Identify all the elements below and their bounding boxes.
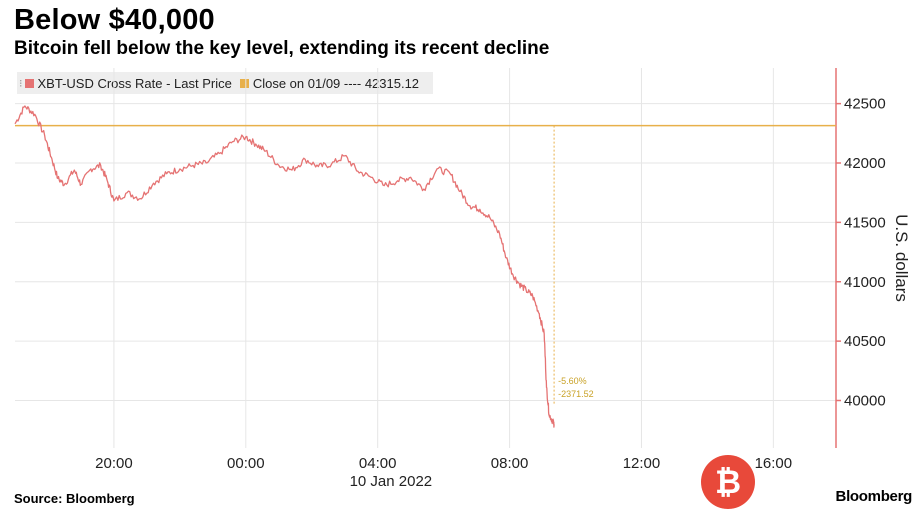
source-note: Source: Bloomberg xyxy=(14,491,135,506)
legend-grip-icon[interactable]: ⁝ xyxy=(19,77,23,90)
y-tick-label: 42000 xyxy=(844,155,886,172)
annotation-percent: -5.60% xyxy=(558,376,587,386)
x-axis-label: 10 Jan 2022 xyxy=(350,473,433,490)
legend-series-swatch xyxy=(24,78,34,88)
y-tick-label: 40500 xyxy=(844,333,886,350)
y-tick-label: 41000 xyxy=(844,274,886,291)
brand-logo: Bloomberg xyxy=(835,488,913,505)
x-tick-label: 04:00 xyxy=(359,455,397,472)
chart-title: Below $40,000 xyxy=(14,4,215,36)
x-tick-label: 12:00 xyxy=(623,455,661,472)
grid xyxy=(15,68,836,448)
x-tick-labels: 20:00 00:00 04:00 08:00 12:00 16:00 xyxy=(95,455,792,472)
x-tick-label: 16:00 xyxy=(755,455,793,472)
chart-subtitle: Bitcoin fell below the key level, extend… xyxy=(14,38,550,59)
series-line-xbt-usd xyxy=(14,105,555,428)
annotation-change: -2371.52 xyxy=(558,389,594,399)
y-tick-labels: 40000 40500 41000 41500 42000 42500 xyxy=(836,96,886,410)
y-tick-label: 41500 xyxy=(844,214,886,231)
y-tick-label: 40000 xyxy=(844,393,886,410)
legend-close-swatch xyxy=(239,78,249,88)
legend-item-series[interactable]: XBT-USD Cross Rate - Last Price xyxy=(24,75,232,91)
x-tick-label: 20:00 xyxy=(95,455,133,472)
x-tick-label: 00:00 xyxy=(227,455,265,472)
y-axis-label: U.S. dollars xyxy=(892,214,911,302)
legend-series-label: XBT-USD Cross Rate - Last Price xyxy=(37,75,232,91)
y-tick-label: 42500 xyxy=(844,96,886,113)
bitcoin-watermark-icon: ₿ xyxy=(701,455,755,509)
x-tick-label: 08:00 xyxy=(491,455,529,472)
annotations: -5.60% -2371.52 xyxy=(553,125,594,406)
